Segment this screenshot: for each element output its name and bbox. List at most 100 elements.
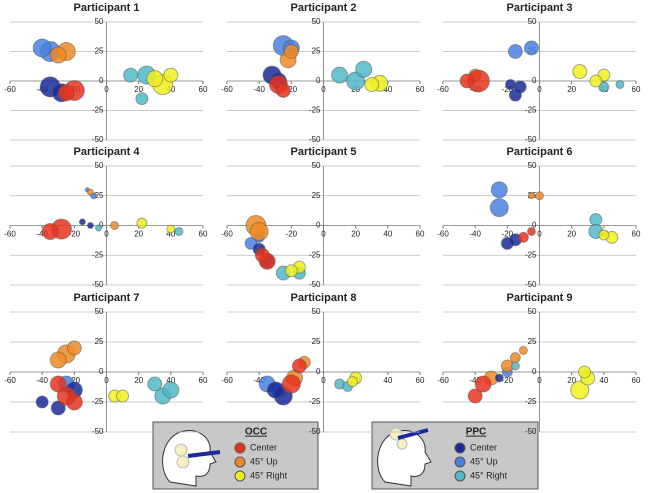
legend-title: PPC: [466, 427, 487, 438]
x-tick-label: 0: [104, 230, 109, 239]
subplot-title: Participant 1: [73, 2, 139, 14]
y-tick-label: 50: [95, 161, 104, 170]
bubble: [110, 221, 120, 230]
bubble: [523, 40, 539, 56]
y-tick-label: 0: [532, 367, 537, 376]
y-tick-label: -50: [309, 135, 321, 144]
x-tick-label: 0: [104, 85, 109, 94]
bubble: [116, 389, 130, 403]
bubble: [136, 217, 148, 229]
subplot-title: Participant 5: [290, 146, 356, 158]
y-tick-label: 25: [95, 337, 104, 346]
x-tick-label: -20: [286, 230, 298, 239]
x-tick-label: -60: [4, 230, 16, 239]
bubble: [249, 221, 269, 241]
y-tick-label: 0: [316, 367, 321, 376]
y-tick-label: 25: [528, 337, 537, 346]
x-tick-label: 40: [383, 230, 392, 239]
bubble: [364, 77, 380, 93]
bubble: [266, 381, 284, 399]
bubble: [589, 74, 603, 88]
x-tick-label: -20: [69, 230, 81, 239]
x-tick-label: 20: [567, 230, 576, 239]
x-tick-label: 60: [632, 85, 641, 94]
bubble: [162, 381, 180, 399]
bubble: [526, 226, 536, 236]
x-tick-label: 60: [416, 85, 425, 94]
bubble: [275, 82, 291, 98]
x-tick-label: 20: [351, 230, 360, 239]
bubble: [49, 375, 67, 393]
y-tick-label: 25: [95, 191, 104, 200]
bubble: [57, 84, 75, 102]
y-tick-label: 50: [95, 307, 104, 316]
bubble: [49, 46, 67, 64]
x-tick-label: 60: [632, 376, 641, 385]
y-tick-label: 0: [99, 367, 104, 376]
x-tick-label: 0: [537, 376, 542, 385]
legend-box-occ: [152, 421, 319, 490]
legend-swatch: [454, 442, 466, 454]
legend-swatch: [234, 456, 246, 468]
y-tick-label: -50: [92, 280, 104, 289]
y-tick-label: -25: [525, 397, 537, 406]
bubble: [513, 80, 527, 94]
bubble: [589, 213, 603, 227]
x-tick-label: -40: [36, 376, 48, 385]
bubble: [163, 67, 179, 83]
y-tick-label: -50: [525, 280, 537, 289]
y-tick-label: -25: [525, 106, 537, 115]
bubble: [135, 92, 149, 106]
bubble: [572, 64, 588, 80]
x-tick-label: -60: [437, 376, 449, 385]
y-tick-label: -25: [525, 250, 537, 259]
x-tick-label: 0: [104, 376, 109, 385]
y-tick-label: -50: [309, 427, 321, 436]
x-tick-label: -60: [4, 85, 16, 94]
x-tick-label: 40: [166, 230, 175, 239]
y-tick-label: 0: [99, 221, 104, 230]
legend-label: Center: [250, 442, 277, 452]
x-tick-label: 60: [199, 376, 208, 385]
y-tick-label: 25: [95, 47, 104, 56]
x-tick-label: -20: [502, 85, 514, 94]
y-tick-label: -25: [92, 250, 104, 259]
x-tick-label: 0: [537, 230, 542, 239]
bubble: [509, 352, 521, 364]
legend-label: 45° Right: [470, 470, 508, 480]
bubble: [86, 222, 94, 229]
y-tick-label: 25: [312, 47, 321, 56]
y-tick-label: 50: [528, 17, 537, 26]
bubble: [578, 365, 592, 379]
bubble: [598, 81, 610, 93]
bubble: [32, 38, 52, 58]
bubble: [598, 229, 610, 241]
bubble: [518, 345, 528, 355]
x-tick-label: 60: [199, 85, 208, 94]
x-tick-label: -20: [69, 376, 81, 385]
bubble: [331, 66, 349, 84]
legend-swatch: [234, 470, 246, 482]
y-tick-label: -50: [309, 280, 321, 289]
bubble: [494, 373, 504, 383]
bubble: [570, 380, 590, 400]
x-tick-label: 0: [537, 85, 542, 94]
bubble: [489, 198, 509, 218]
bubble: [86, 188, 94, 196]
y-tick-label: -50: [92, 427, 104, 436]
bubble: [535, 191, 544, 201]
legend-title: OCC: [245, 427, 267, 438]
y-tick-label: 50: [312, 161, 321, 170]
bubble: [254, 247, 270, 263]
x-tick-label: 60: [199, 230, 208, 239]
x-tick-label: 0: [321, 230, 326, 239]
y-tick-label: 50: [312, 307, 321, 316]
x-tick-label: -20: [502, 230, 514, 239]
bubble: [527, 192, 535, 200]
bubble: [66, 340, 82, 356]
y-tick-label: -25: [92, 397, 104, 406]
